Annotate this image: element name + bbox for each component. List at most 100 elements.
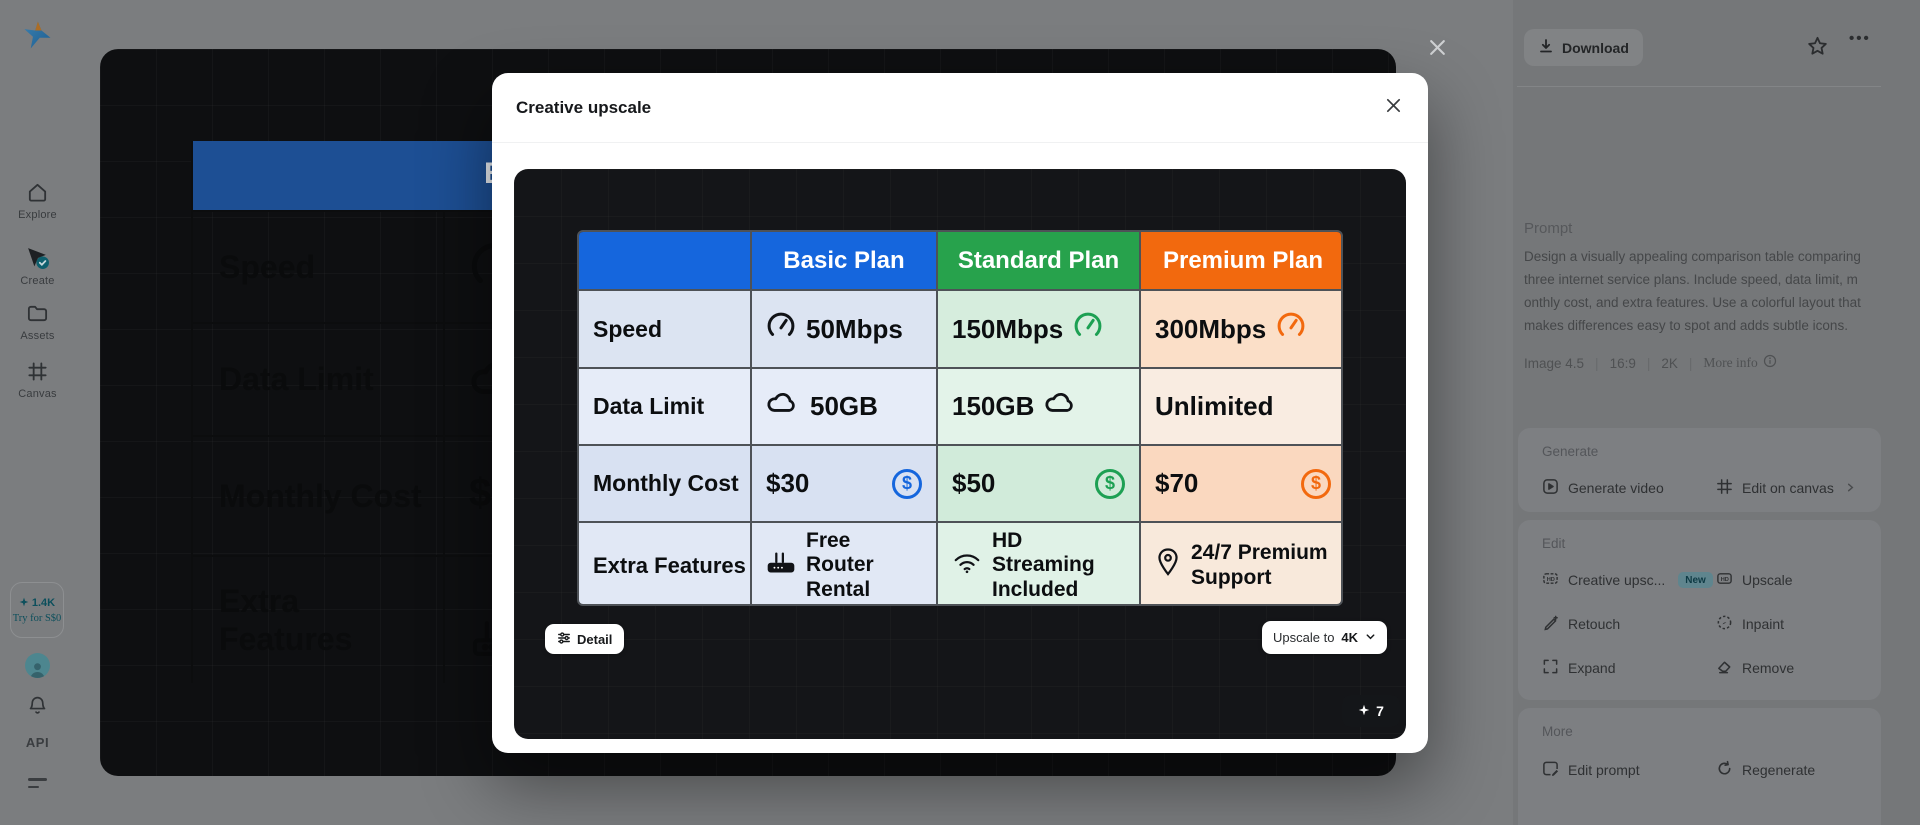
prompt-text: Design a visually appealing comparison t… <box>1524 249 1861 333</box>
more-options-icon[interactable]: ••• <box>1849 30 1871 47</box>
background-label-monthly-cost: Monthly Cost <box>219 477 422 514</box>
generation-meta-row: Image 4.5 | 16:9 | 2K | More info <box>1524 354 1777 372</box>
dollar-circle-icon: $ <box>1301 468 1331 499</box>
cloud-icon <box>1044 390 1078 423</box>
download-icon <box>1538 38 1554 57</box>
aspect-ratio: 16:9 <box>1609 355 1636 371</box>
inpaint-button[interactable]: Inpaint <box>1716 614 1784 634</box>
row-label-speed: Speed <box>579 291 752 369</box>
expand-icon <box>1542 658 1559 678</box>
avatar[interactable] <box>25 653 50 678</box>
creative-upscale-button[interactable]: HD Creative upsc... New <box>1542 570 1713 590</box>
sidebar-item-label: Assets <box>20 330 55 342</box>
frame-icon <box>26 360 49 388</box>
dollar-circle-icon: $ <box>1095 468 1125 499</box>
upscale-to-label: Upscale to <box>1273 630 1335 645</box>
sidebar-item-canvas[interactable]: Canvas <box>0 360 75 400</box>
cell-data-basic: 50GB <box>752 369 938 446</box>
more-info-link[interactable]: More info <box>1703 354 1776 372</box>
download-button[interactable]: Download <box>1524 29 1643 66</box>
row-label-monthly-cost: Monthly Cost <box>579 446 752 523</box>
background-label-extra-features: Extra Features <box>219 582 353 657</box>
regenerate-icon <box>1716 760 1733 780</box>
edit-prompt-button[interactable]: Edit prompt <box>1542 760 1640 780</box>
column-divider <box>443 324 445 435</box>
chevron-right-icon <box>1845 480 1856 496</box>
wifi-icon <box>952 549 982 581</box>
edit-section-card: Edit HD Creative upsc... New HD Upscale <box>1518 520 1881 700</box>
retouch-button[interactable]: Retouch <box>1542 614 1620 634</box>
column-divider <box>443 212 445 322</box>
row-label-data-limit: Data Limit <box>579 369 752 446</box>
more-section-card: More Edit prompt Regenerate <box>1518 708 1881 825</box>
sidebar-item-assets[interactable]: Assets <box>0 302 75 342</box>
upscale-preview-area: Basic Plan Standard Plan Premium Plan Sp… <box>514 169 1406 739</box>
speedometer-icon <box>1276 311 1306 348</box>
expand-button[interactable]: Expand <box>1542 658 1615 678</box>
download-button-label: Download <box>1562 39 1629 56</box>
viewer-close-icon[interactable] <box>1428 38 1447 62</box>
sidebar-item-create[interactable]: Create <box>0 245 75 287</box>
credits-amount: 1.4K <box>31 597 56 609</box>
cell-speed-standard: 150Mbps <box>938 291 1141 369</box>
remove-button[interactable]: Remove <box>1716 658 1794 678</box>
section-label: More <box>1542 724 1573 739</box>
sidebar-item-label: Create <box>20 275 55 287</box>
generate-video-button[interactable]: Generate video <box>1542 478 1664 498</box>
notifications-bell-icon[interactable] <box>27 695 48 721</box>
section-label: Generate <box>1542 444 1599 459</box>
frame-icon <box>1716 478 1733 498</box>
favorite-star-icon[interactable] <box>1806 35 1829 63</box>
regenerate-button[interactable]: Regenerate <box>1716 760 1815 780</box>
speedometer-icon <box>766 311 796 348</box>
modal-title: Creative upscale <box>516 97 652 117</box>
sidebar-item-label: Explore <box>18 209 57 221</box>
cell-speed-basic: 50Mbps <box>752 291 938 369</box>
speedometer-icon <box>1073 311 1103 348</box>
video-play-icon <box>1542 478 1559 498</box>
cloud-icon <box>766 390 800 423</box>
background-label-data-limit: Data Limit <box>219 361 374 398</box>
svg-text:HD: HD <box>1721 577 1729 583</box>
column-divider <box>443 557 445 683</box>
upscale-button[interactable]: HD Upscale <box>1716 570 1793 590</box>
upscale-cost-badge[interactable]: 7 <box>1342 695 1400 727</box>
svg-text:HD: HD <box>1547 577 1555 583</box>
divider <box>1517 86 1881 87</box>
upscale-to-dropdown[interactable]: Upscale to 4K <box>1262 621 1388 654</box>
section-label: Edit <box>1542 536 1566 551</box>
sidebar: Explore Create Assets <box>0 0 75 825</box>
home-icon <box>26 181 49 209</box>
hd-icon: HD <box>1716 570 1733 590</box>
detail-button[interactable]: Detail <box>545 624 625 654</box>
modal-header: Creative upscale <box>492 73 1428 143</box>
cell-speed-premium: 300Mbps <box>1141 291 1341 369</box>
retouch-pen-icon <box>1542 614 1559 634</box>
comparison-table-image: Basic Plan Standard Plan Premium Plan Sp… <box>577 230 1343 606</box>
cell-cost-premium: $70 $ <box>1141 446 1341 523</box>
location-pin-icon <box>1155 547 1181 583</box>
resolution: 2K <box>1661 355 1678 371</box>
upscale-resolution-value: 4K <box>1341 630 1359 645</box>
cell-extra-basic: Free Router Rental <box>752 523 938 604</box>
credits-upsell-badge[interactable]: 1.4K Try for S$0 <box>10 582 64 638</box>
credit-cost-value: 7 <box>1376 703 1384 719</box>
folder-icon <box>26 302 49 330</box>
api-nav-label[interactable]: API <box>25 735 50 750</box>
table-header-standard: Standard Plan <box>938 232 1141 291</box>
detail-side-panel: Download ••• <box>1513 0 1920 825</box>
router-icon <box>766 549 796 581</box>
cell-data-premium: Unlimited <box>1141 369 1341 446</box>
table-header-premium: Premium Plan <box>1141 232 1341 291</box>
detail-button-label: Detail <box>577 631 613 647</box>
sidebar-item-explore[interactable]: Explore <box>0 181 75 221</box>
cell-cost-standard: $50 $ <box>938 446 1141 523</box>
cell-data-standard: 150GB <box>938 369 1141 446</box>
menu-icon[interactable] <box>28 778 47 789</box>
row-label-extra-features: Extra Features <box>579 523 752 604</box>
close-icon[interactable] <box>1385 97 1402 119</box>
app-logo-icon[interactable] <box>19 17 55 58</box>
hd-plus-icon: HD <box>1542 570 1559 590</box>
edit-on-canvas-button[interactable]: Edit on canvas <box>1716 478 1856 498</box>
